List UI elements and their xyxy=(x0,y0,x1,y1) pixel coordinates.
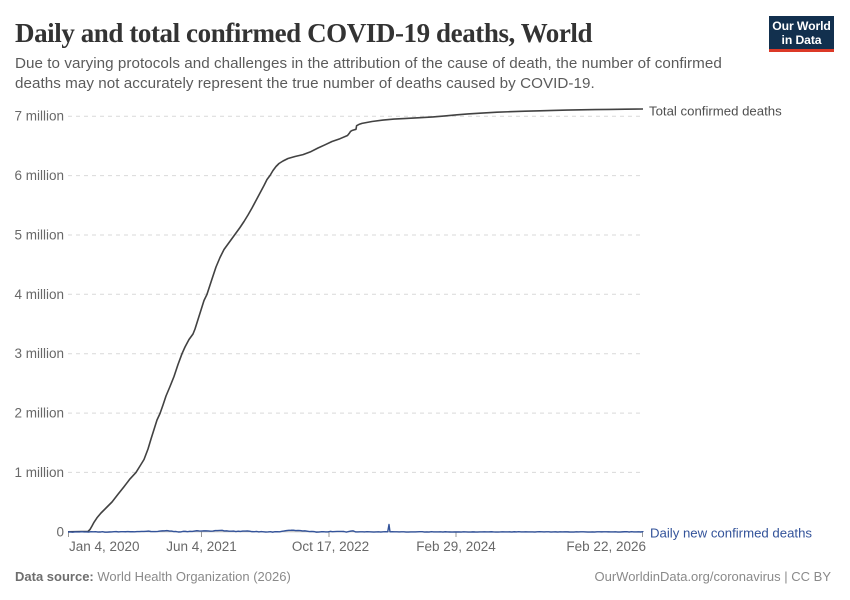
svg-text:3 million: 3 million xyxy=(14,346,64,361)
svg-text:Feb 22, 2026: Feb 22, 2026 xyxy=(566,539,646,554)
svg-text:Total confirmed deaths: Total confirmed deaths xyxy=(649,104,782,119)
svg-text:7 million: 7 million xyxy=(14,109,64,124)
svg-text:Jan 4, 2020: Jan 4, 2020 xyxy=(69,539,140,554)
svg-text:Jun 4, 2021: Jun 4, 2021 xyxy=(166,539,237,554)
svg-text:Oct 17, 2022: Oct 17, 2022 xyxy=(292,539,369,554)
svg-text:1 million: 1 million xyxy=(14,465,64,480)
svg-text:2 million: 2 million xyxy=(14,406,64,421)
svg-text:4 million: 4 million xyxy=(14,287,64,302)
svg-text:0: 0 xyxy=(56,524,64,539)
svg-text:Daily new confirmed deaths: Daily new confirmed deaths xyxy=(650,525,812,540)
svg-text:6 million: 6 million xyxy=(14,168,64,183)
svg-text:5 million: 5 million xyxy=(14,228,64,243)
svg-text:Feb 29, 2024: Feb 29, 2024 xyxy=(416,539,496,554)
